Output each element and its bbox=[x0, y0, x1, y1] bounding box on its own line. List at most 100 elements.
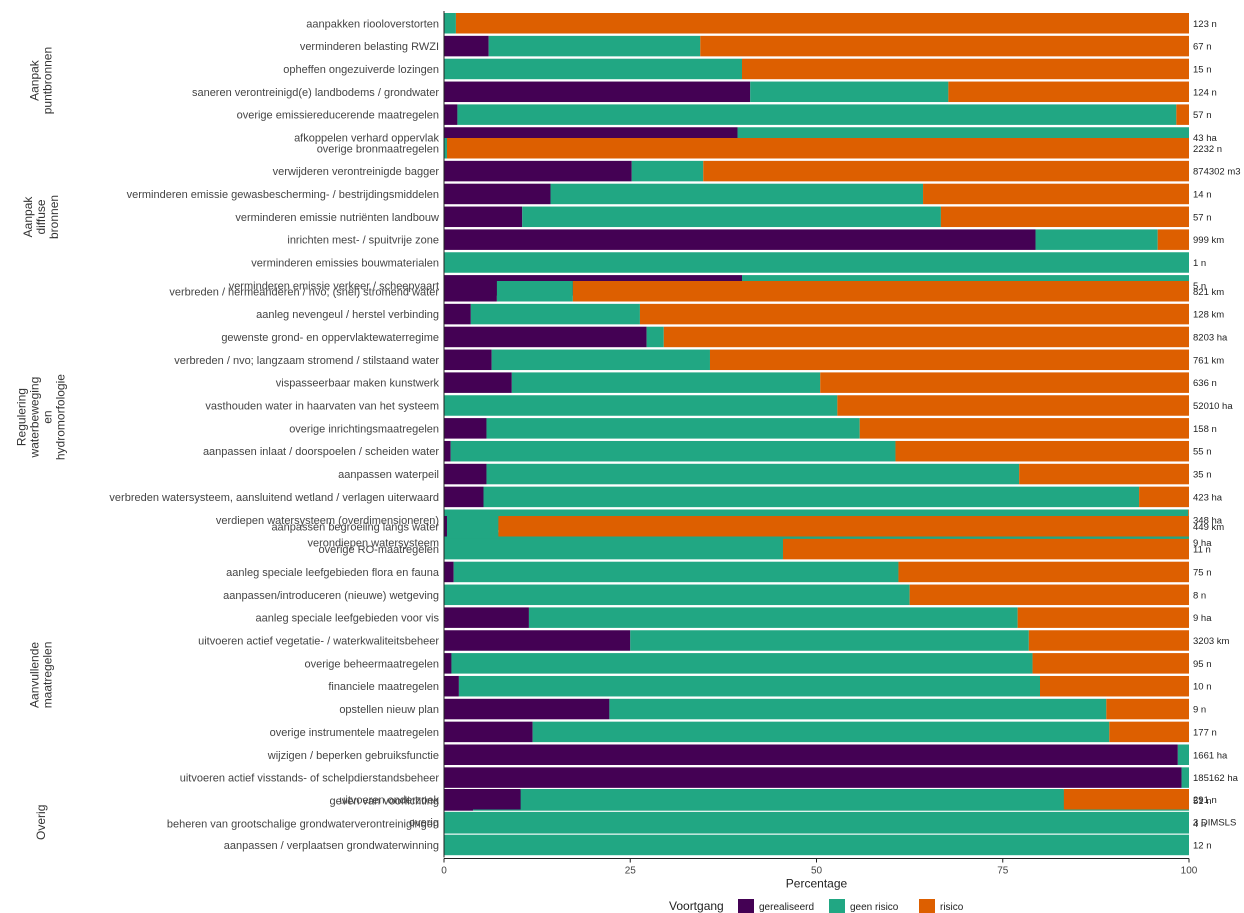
group-0: aanpakken riooloverstorten 123 n verminder… bbox=[28, 11, 1217, 151]
bar-segment-geen-risico bbox=[750, 81, 949, 103]
bar-segment-gerealiseerd bbox=[444, 789, 521, 810]
bar-segment-geen-risico bbox=[522, 206, 941, 228]
category-label: verondiepen watersysteem bbox=[308, 538, 439, 550]
bar-segment-risico bbox=[663, 326, 1189, 348]
bar-segment-geen-risico bbox=[444, 395, 838, 416]
bar-segment-risico bbox=[446, 138, 1190, 159]
category-label: beheren van grootschalige grondwatervero… bbox=[167, 818, 439, 830]
group-label-line: waterbeweging bbox=[28, 377, 42, 459]
category-label: overige bronmaatregelen bbox=[317, 143, 439, 155]
bar-segment-risico bbox=[1106, 698, 1189, 720]
bar-segment-gerealiseerd bbox=[444, 561, 454, 583]
x-tick-label: 0 bbox=[441, 866, 447, 877]
bar-segment-risico bbox=[1032, 653, 1189, 674]
category-label: aanleg nevengeul / herstel verbinding bbox=[256, 309, 439, 321]
bar-segment-geen-risico bbox=[453, 561, 899, 583]
amount-label: 67 n bbox=[1193, 42, 1212, 53]
bar-segment-gerealiseerd bbox=[444, 516, 447, 537]
bar-segment-risico bbox=[1139, 486, 1189, 508]
bar-segment-geen-risico bbox=[488, 35, 701, 57]
bar-segment-gerealiseerd bbox=[444, 744, 1178, 765]
category-label: overige beheermaatregelen bbox=[304, 658, 439, 670]
bar-segment-geen-risico bbox=[630, 630, 1029, 651]
bar-segment-risico bbox=[455, 13, 1189, 34]
bar-segment-geen-risico bbox=[520, 789, 1064, 810]
category-label: aanpassen waterpeil bbox=[338, 469, 439, 481]
amount-label: 2232 n bbox=[1193, 144, 1222, 155]
bar-segment-geen-risico bbox=[631, 160, 704, 182]
bar-segment-geen-risico bbox=[486, 463, 1020, 485]
category-label: wijzigen / beperken gebruiksfunctie bbox=[267, 750, 439, 762]
bar-segment-risico bbox=[639, 303, 1189, 325]
legend-title: Voortgang bbox=[669, 899, 724, 913]
bar-segment-risico bbox=[703, 160, 1189, 182]
legend-swatch bbox=[738, 899, 754, 913]
amount-label: 449 km bbox=[1193, 522, 1224, 533]
bar-segment-risico bbox=[709, 349, 1189, 371]
category-label: inrichten mest- / spuitvrije zone bbox=[287, 235, 439, 247]
amount-label: 4 n bbox=[1193, 819, 1206, 830]
bar-segment-gerealiseerd bbox=[444, 303, 471, 325]
amount-label: 999 km bbox=[1193, 235, 1224, 246]
bar-segment-geen-risico bbox=[444, 538, 783, 560]
bar-segment-risico bbox=[782, 538, 1189, 560]
bar-segment-gerealiseerd bbox=[444, 607, 529, 628]
bar-segment-gerealiseerd bbox=[444, 372, 512, 393]
amount-label: 348 ha bbox=[1193, 515, 1223, 526]
amount-label: 14 n bbox=[1193, 189, 1212, 200]
bar-segment-geen-risico bbox=[451, 653, 1033, 674]
bar-segment-geen-risico bbox=[458, 675, 1040, 697]
x-tick-label: 100 bbox=[1181, 866, 1198, 877]
category-label: opstellen nieuw plan bbox=[339, 704, 439, 716]
amount-label: 5 n bbox=[1193, 281, 1206, 292]
group-label-line: Aanpak bbox=[21, 196, 35, 238]
bar-segment-gerealiseerd bbox=[444, 326, 647, 348]
bar-segment-geen-risico bbox=[646, 326, 664, 348]
bar-segment-risico bbox=[940, 206, 1189, 228]
amount-label: 57 n bbox=[1193, 110, 1212, 121]
bar-segment-geen-risico bbox=[483, 486, 1140, 508]
category-label: afkoppelen verhard oppervlak bbox=[294, 133, 439, 145]
bar-segment-risico bbox=[948, 81, 1189, 103]
bar-segment-geen-risico bbox=[446, 516, 499, 537]
category-label: financiele maatregelen bbox=[328, 681, 439, 693]
amount-label: 35 n bbox=[1193, 470, 1212, 481]
legend-swatch bbox=[919, 899, 935, 913]
group-label: Overig bbox=[34, 805, 48, 840]
category-label: uitvoeren actief visstands- of schelpdie… bbox=[180, 773, 440, 785]
bar-segment-risico bbox=[1109, 721, 1189, 743]
bar-segment-geen-risico bbox=[511, 372, 821, 393]
amount-label: 10 n bbox=[1193, 682, 1212, 693]
bar-segment-gerealiseerd bbox=[444, 698, 610, 720]
amount-label: 291 n bbox=[1193, 795, 1217, 806]
category-label: aanpassen begroeiing langs water bbox=[271, 521, 439, 533]
bar-segment-risico bbox=[742, 58, 1189, 80]
x-axis-title: Percentage bbox=[786, 877, 848, 891]
amount-label: 1661 ha bbox=[1193, 750, 1228, 761]
bar-segment-gerealiseerd bbox=[444, 486, 484, 508]
legend-swatch bbox=[829, 899, 845, 913]
group-label-line: bronnen bbox=[47, 195, 61, 239]
bar-segment-geen-risico bbox=[486, 418, 860, 439]
x-tick-label: 50 bbox=[811, 866, 823, 877]
legend-label: risico bbox=[940, 902, 964, 913]
bar-segment-gerealiseerd bbox=[444, 160, 632, 182]
bar-segment-geen-risico bbox=[450, 440, 896, 462]
category-label: verminderen emissie gewasbescherming- / … bbox=[127, 189, 439, 201]
bar-segment-gerealiseerd bbox=[444, 183, 551, 205]
group-3: aanpassen begroeiing langs water 449 km ov… bbox=[28, 514, 1239, 836]
group-label-line: Aanvullende bbox=[28, 642, 42, 708]
x-tick-label: 25 bbox=[625, 866, 637, 877]
category-label: overige instrumentele maatregelen bbox=[270, 727, 439, 739]
bar-segment-gerealiseerd bbox=[444, 35, 489, 57]
bar-segment-risico bbox=[1157, 229, 1189, 250]
bar-segment-gerealiseerd bbox=[444, 281, 497, 302]
bar-segment-risico bbox=[909, 584, 1190, 606]
group-label-line: en bbox=[41, 410, 55, 423]
category-label: opheffen ongezuiverde lozingen bbox=[283, 64, 439, 76]
bar-segment-geen-risico bbox=[444, 138, 447, 159]
group-2: verbreden / hermeanderen / nvo; (snel) s… bbox=[15, 279, 1233, 556]
amount-label: 15 n bbox=[1193, 64, 1212, 75]
category-label: vasthouden water in haarvaten van het sy… bbox=[205, 401, 439, 413]
